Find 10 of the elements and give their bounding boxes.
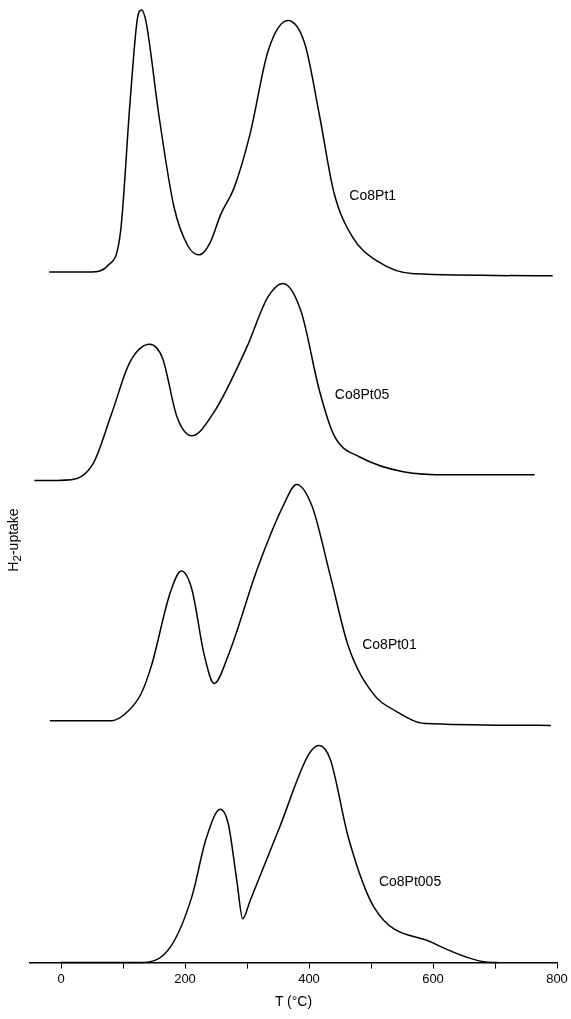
x-tick-label: 200 <box>174 970 196 986</box>
x-tick-label: 400 <box>298 970 320 986</box>
series-label: Co8Pt01 <box>362 636 417 653</box>
series-label: Co8Pt005 <box>378 873 442 890</box>
x-tick-label: 800 <box>546 970 568 986</box>
x-axis-title: T (°C) <box>274 993 313 1010</box>
x-tick-label: 600 <box>422 970 444 986</box>
series-label: Co8Pt1 <box>349 186 397 203</box>
series-label: Co8Pt05 <box>334 385 390 402</box>
x-tick-label: 0 <box>57 970 65 986</box>
